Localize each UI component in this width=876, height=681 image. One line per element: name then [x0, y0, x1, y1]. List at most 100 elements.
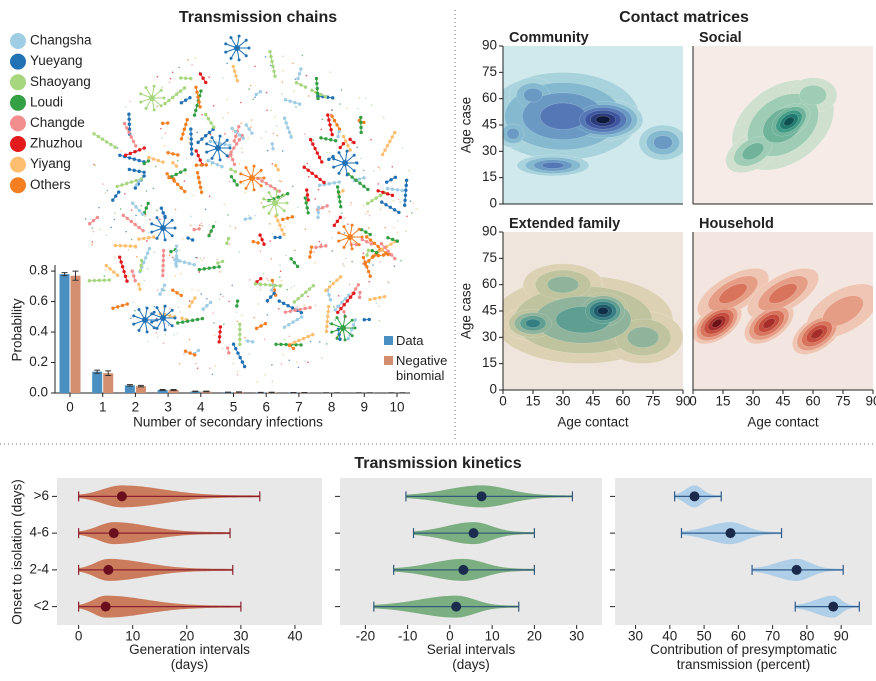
network-node [290, 306, 295, 310]
network-dust [169, 307, 171, 310]
network-dust [164, 333, 167, 336]
network-node [306, 198, 310, 202]
network-node [355, 161, 359, 165]
network-node [353, 287, 358, 291]
network-node [270, 59, 274, 64]
interval [78, 528, 231, 539]
network-node [183, 189, 187, 194]
network-node [333, 308, 337, 312]
network-node [200, 316, 205, 321]
network-dust [110, 226, 113, 229]
network-node [133, 186, 138, 190]
network-dust [178, 362, 181, 365]
network-dust [226, 98, 228, 101]
bar [103, 373, 114, 393]
network-node [121, 213, 126, 218]
network-node [315, 86, 319, 91]
network-dust [271, 232, 273, 235]
network-node [179, 137, 184, 141]
network-dust [210, 164, 213, 166]
network-node [278, 284, 282, 288]
network-dust [293, 90, 295, 92]
network-node [168, 314, 172, 318]
network-node [152, 326, 156, 330]
network-dust [362, 169, 365, 172]
error-bar [203, 390, 210, 393]
network-node [292, 260, 297, 265]
network-dust [94, 164, 97, 167]
network-node [359, 125, 363, 130]
network-node [327, 285, 332, 289]
network-dust [391, 165, 394, 168]
network-hub [142, 317, 148, 323]
network-node [364, 235, 369, 239]
y-tick-label: 0.8 [29, 263, 48, 278]
network-dust [188, 141, 191, 144]
network-node [389, 253, 394, 257]
network-node [211, 224, 216, 229]
legend-label: Loudi [30, 94, 63, 109]
network-dust [343, 232, 346, 234]
network-node [386, 249, 390, 253]
network-node [145, 251, 150, 255]
network-node [267, 191, 271, 195]
x-tick-label: 1 [99, 400, 107, 415]
x-tick-label: 30 [569, 629, 584, 644]
network-node [379, 242, 384, 246]
network-node [330, 114, 334, 118]
network-dust [200, 222, 203, 225]
network-node [139, 92, 143, 96]
network-dust [393, 265, 396, 268]
network-node [134, 205, 138, 209]
density-contour [546, 276, 580, 294]
network-node [370, 248, 374, 253]
density-contour [711, 318, 723, 328]
network-node [332, 165, 336, 169]
y-axis-label: Onset to isolation (days) [10, 479, 25, 625]
network-node [386, 236, 390, 240]
network-dust [146, 267, 149, 270]
network-dust [124, 106, 127, 108]
x-axis-label: Generation intervals (days) [129, 642, 250, 672]
network-dust [320, 357, 323, 359]
network-dust [240, 122, 242, 125]
network-node [204, 163, 209, 167]
network-node [111, 198, 115, 202]
network-node [289, 257, 293, 261]
network-node [262, 197, 266, 201]
network-node [209, 229, 213, 233]
network-dust [200, 293, 203, 295]
network-node [325, 324, 329, 329]
network-node [376, 253, 381, 258]
network-node [282, 209, 286, 213]
network-node [335, 185, 340, 189]
density-contour [525, 318, 541, 328]
network-node [386, 252, 391, 257]
median-point [108, 528, 119, 539]
network-node [350, 327, 354, 332]
network-node [195, 90, 199, 94]
network-node [229, 153, 233, 157]
network-node [190, 152, 194, 156]
network-node [173, 316, 177, 320]
network-dust [132, 301, 135, 304]
network-node [237, 34, 241, 38]
network-node [306, 211, 310, 215]
network-node [165, 121, 170, 125]
network-dust [343, 265, 345, 267]
network-dust [153, 305, 156, 308]
network-dust [282, 353, 284, 356]
network-node [292, 300, 297, 304]
network-node [182, 86, 187, 90]
network-node [287, 343, 292, 348]
network-node [324, 244, 328, 248]
x-tick-label: 60 [615, 394, 630, 409]
network-dust [254, 96, 256, 98]
network-node [318, 177, 322, 182]
network-node [181, 320, 185, 324]
network-dust [264, 56, 267, 58]
network-node [209, 121, 213, 125]
network-node [131, 139, 136, 144]
network-node [304, 201, 308, 205]
network-node [183, 168, 187, 172]
